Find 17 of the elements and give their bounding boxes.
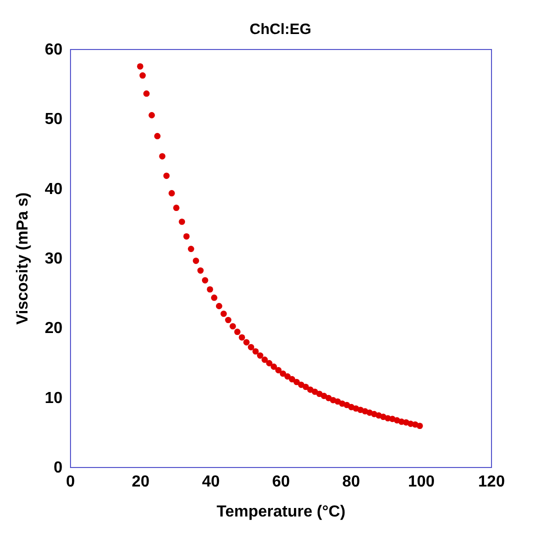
y-tick-label: 0 bbox=[54, 460, 63, 476]
x-axis-title: Temperature (°C) bbox=[216, 504, 346, 520]
y-axis-title: Viscosity (mPa s) bbox=[14, 192, 32, 325]
y-tick-label: 10 bbox=[44, 390, 63, 407]
y-tick-label: 20 bbox=[44, 320, 63, 338]
x-tick-label: 80 bbox=[342, 474, 360, 490]
y-tick-label: 40 bbox=[44, 180, 63, 198]
x-tick-label: 60 bbox=[272, 474, 290, 490]
x-tick-label: 100 bbox=[408, 474, 435, 490]
y-tick-label: 30 bbox=[44, 250, 63, 268]
y-tick-label: 60 bbox=[44, 42, 63, 58]
x-tick-label: 20 bbox=[132, 474, 150, 490]
y-tick-label: 50 bbox=[44, 111, 63, 128]
x-tick-label: 120 bbox=[478, 474, 505, 490]
x-tick-label: 0 bbox=[66, 474, 76, 490]
chart-title: ChCl:EG bbox=[250, 21, 312, 38]
x-tick-label: 40 bbox=[202, 474, 220, 490]
